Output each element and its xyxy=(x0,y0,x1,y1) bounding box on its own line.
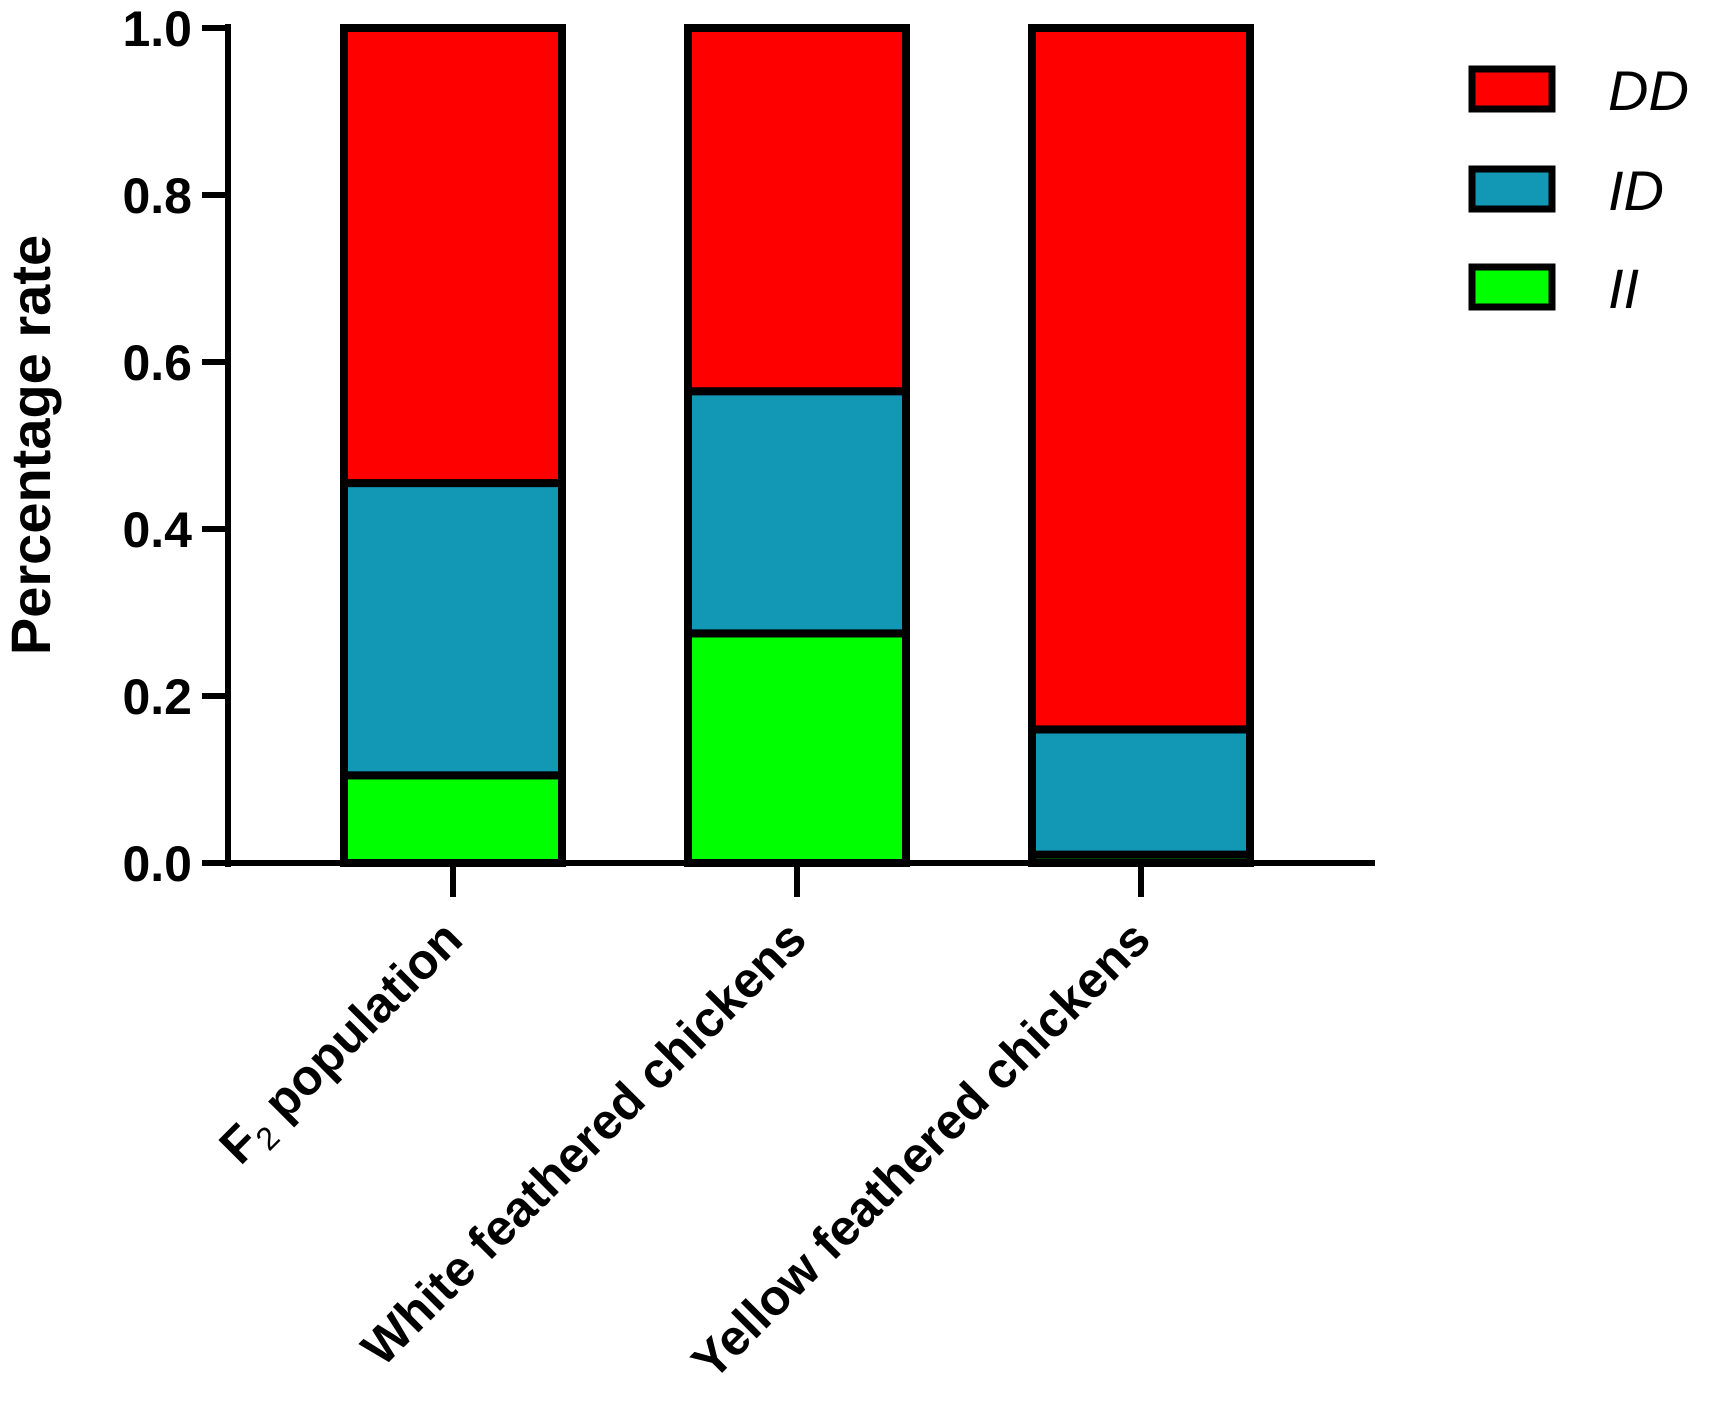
axes-layer xyxy=(225,24,1375,897)
y-tick-label-3: 0.6 xyxy=(122,335,192,391)
y-tick-label-1: 0.2 xyxy=(122,669,192,725)
legend-swatch-dd xyxy=(1468,65,1556,113)
legend-label-ii: II xyxy=(1608,257,1639,320)
bar-segment-dd-2 xyxy=(684,24,910,396)
y-axis-title: Percentage rate xyxy=(0,235,62,655)
y-ticks-layer: 0.0 0.2 0.4 0.6 0.8 1.0 xyxy=(122,1,228,892)
bar-segment-id-2 xyxy=(684,387,910,638)
bar-segment-id-3 xyxy=(1028,725,1254,859)
bar-segment-id-1 xyxy=(340,479,566,780)
x-category-label-1: F2 population xyxy=(209,910,478,1179)
bar-segment-dd-3 xyxy=(1028,24,1254,734)
bars-layer xyxy=(340,24,1254,868)
x-category-label-rest-1: population xyxy=(243,910,473,1140)
legend-swatch-ii xyxy=(1468,263,1556,311)
legend-label-id: ID xyxy=(1608,159,1664,222)
legend: DD ID II xyxy=(1468,59,1689,320)
legend-label-dd: DD xyxy=(1608,59,1689,122)
legend-swatch-id xyxy=(1468,165,1556,213)
bar-segment-dd-1 xyxy=(340,24,566,488)
bar-segment-ii-1 xyxy=(340,771,566,868)
y-tick-label-4: 0.8 xyxy=(122,168,192,224)
y-tick-label-0: 0.0 xyxy=(122,836,192,892)
y-tick-label-2: 0.4 xyxy=(122,502,192,558)
y-tick-label-5: 1.0 xyxy=(122,1,192,57)
bar-segment-ii-2 xyxy=(684,629,910,867)
